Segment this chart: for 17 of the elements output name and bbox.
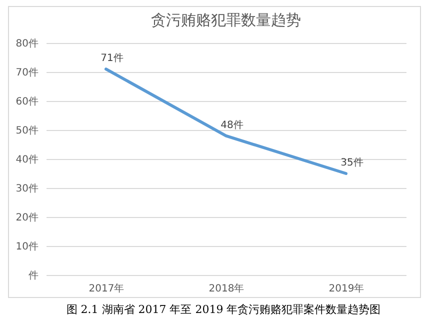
- y-tick-label: 70件: [16, 68, 38, 78]
- y-tick-label: 60件: [16, 96, 38, 108]
- y-tick-label: 50件: [16, 126, 38, 136]
- text: 71件: [100, 53, 124, 64]
- x-tick-label: 2018年: [208, 282, 244, 294]
- y-tick-label: 件: [28, 270, 38, 282]
- x-tick-label: 2019年: [328, 282, 364, 294]
- text: 35件: [340, 158, 364, 168]
- caption: 图 2.1 湖南省 2017 年至 2019 年贪污贿赂犯罪案件数量趋势图: [65, 302, 382, 317]
- y-tick-label: 10件: [16, 242, 38, 252]
- chart-title: 贪污贿赂犯罪数量趋势: [151, 11, 301, 29]
- y-tick-label: 80件: [16, 38, 38, 50]
- text: 48件: [220, 120, 244, 131]
- y-tick-label: 20件: [16, 212, 38, 224]
- x-tick-label: 2017年: [88, 282, 124, 294]
- y-tick-label: 40件: [16, 154, 38, 166]
- y-tick-label: 30件: [16, 184, 38, 194]
